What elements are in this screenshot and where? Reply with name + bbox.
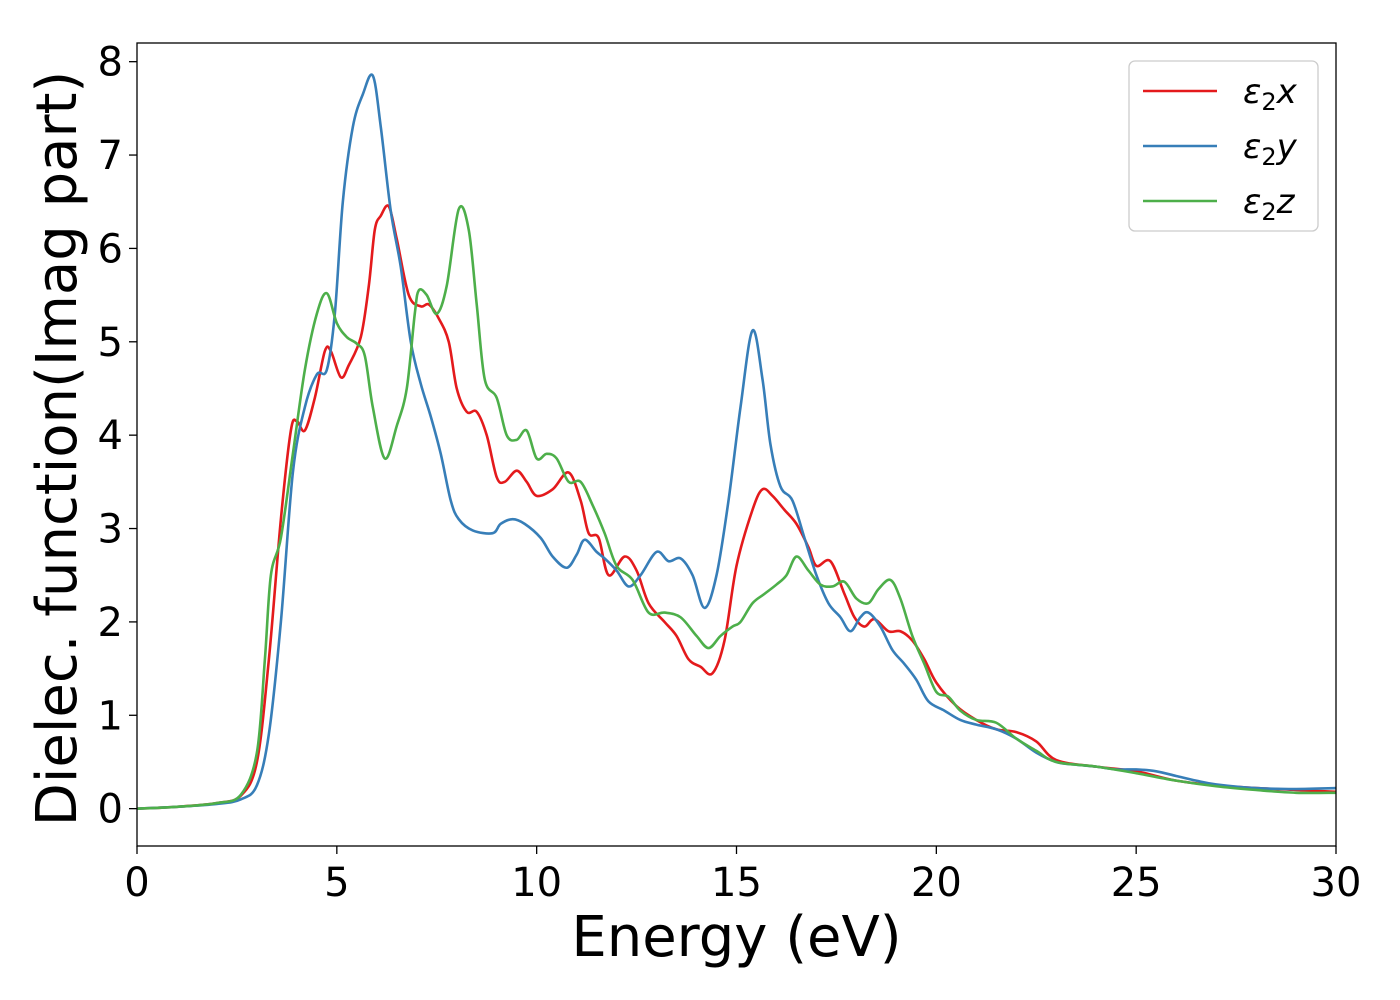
- y-tick-label: 6: [98, 226, 123, 272]
- legend-item-x: ε2x: [1143, 72, 1298, 116]
- y-tick-label: 4: [98, 413, 123, 459]
- series-line-y: [137, 73, 1336, 810]
- y-tick-label: 7: [98, 133, 123, 179]
- x-tick-label: 30: [1311, 860, 1362, 906]
- x-axis-title: Energy (eV): [571, 905, 901, 970]
- x-tick-label: 0: [124, 860, 149, 906]
- series-line-x: [137, 204, 1336, 810]
- y-tick-label: 8: [98, 40, 123, 86]
- y-axis: 0 1 2 3 4 5 6 7 8: [98, 40, 137, 833]
- legend-label: ε2z: [1243, 182, 1296, 226]
- series-line-z: [137, 204, 1336, 810]
- y-tick-label: 1: [98, 693, 123, 739]
- x-tick-label: 20: [911, 860, 962, 906]
- y-axis-title: Dielec. function(Imag part): [25, 71, 90, 827]
- y-tick-label: 3: [98, 507, 123, 553]
- y-tick-label: 5: [98, 320, 123, 366]
- y-tick-label: 0: [98, 787, 123, 833]
- x-tick-label: 15: [711, 860, 762, 906]
- y-tick-label: 2: [98, 600, 123, 646]
- legend: ε2x ε2y ε2z: [1128, 60, 1319, 232]
- series-layer: [137, 73, 1336, 810]
- x-tick-label: 10: [511, 860, 562, 906]
- legend-label: ε2y: [1243, 127, 1298, 171]
- legend-item-y: ε2y: [1143, 127, 1298, 171]
- legend-frame: [1128, 60, 1319, 232]
- legend-item-z: ε2z: [1143, 182, 1296, 226]
- x-tick-label: 25: [1111, 860, 1162, 906]
- x-axis: 0 5 10 15 20 25 30: [124, 846, 1361, 906]
- x-tick-label: 5: [324, 860, 349, 906]
- legend-label: ε2x: [1243, 72, 1298, 116]
